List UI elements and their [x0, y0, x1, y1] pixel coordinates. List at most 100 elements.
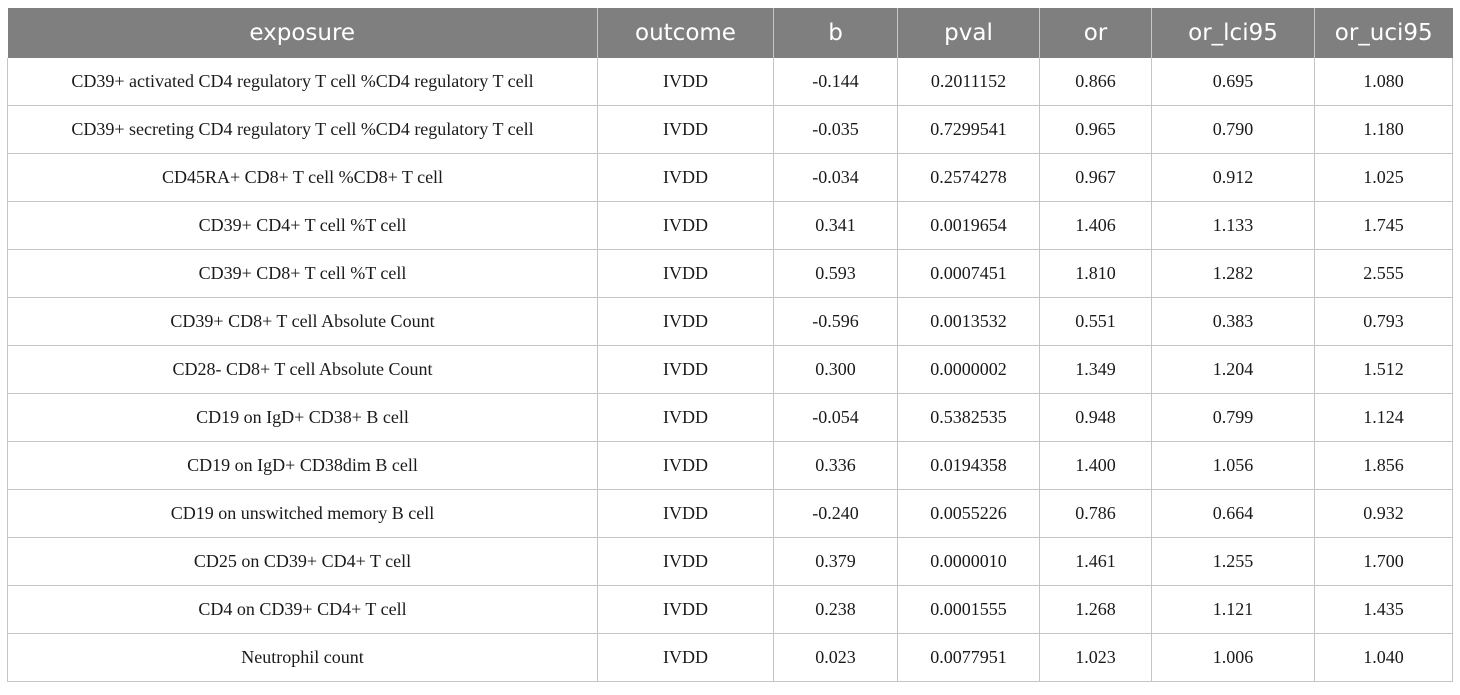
- cell-exposure: CD19 on IgD+ CD38+ B cell: [7, 393, 598, 442]
- cell-or-lci95: 1.133: [1151, 201, 1315, 250]
- cell-b: 0.238: [773, 585, 898, 634]
- column-header-pval: pval: [897, 8, 1040, 58]
- cell-or-uci95: 1.040: [1314, 633, 1453, 682]
- cell-outcome: IVDD: [597, 393, 774, 442]
- cell-pval: 0.0013532: [897, 297, 1040, 346]
- cell-pval: 0.0019654: [897, 201, 1040, 250]
- cell-or: 0.967: [1039, 153, 1152, 202]
- cell-b: 0.379: [773, 537, 898, 586]
- cell-or-uci95: 0.793: [1314, 297, 1453, 346]
- cell-exposure: CD39+ CD4+ T cell %T cell: [7, 201, 598, 250]
- cell-outcome: IVDD: [597, 201, 774, 250]
- cell-or: 1.023: [1039, 633, 1152, 682]
- cell-exposure: CD4 on CD39+ CD4+ T cell: [7, 585, 598, 634]
- cell-outcome: IVDD: [597, 297, 774, 346]
- cell-or: 0.866: [1039, 58, 1152, 106]
- cell-pval: 0.0055226: [897, 489, 1040, 538]
- cell-outcome: IVDD: [597, 105, 774, 154]
- cell-or-uci95: 0.932: [1314, 489, 1453, 538]
- cell-outcome: IVDD: [597, 249, 774, 298]
- cell-b: -0.240: [773, 489, 898, 538]
- cell-pval: 0.0194358: [897, 441, 1040, 490]
- cell-outcome: IVDD: [597, 537, 774, 586]
- table-header: exposure outcome b pval or or_lci95 or_u…: [7, 8, 1453, 58]
- cell-pval: 0.0007451: [897, 249, 1040, 298]
- cell-b: 0.300: [773, 345, 898, 394]
- cell-exposure: CD45RA+ CD8+ T cell %CD8+ T cell: [7, 153, 598, 202]
- cell-pval: 0.0001555: [897, 585, 1040, 634]
- cell-or-lci95: 0.383: [1151, 297, 1315, 346]
- cell-exposure: CD39+ activated CD4 regulatory T cell %C…: [7, 58, 598, 106]
- cell-or-uci95: 1.700: [1314, 537, 1453, 586]
- header-row: exposure outcome b pval or or_lci95 or_u…: [7, 8, 1453, 58]
- cell-outcome: IVDD: [597, 345, 774, 394]
- cell-outcome: IVDD: [597, 633, 774, 682]
- cell-or: 0.786: [1039, 489, 1152, 538]
- cell-b: -0.034: [773, 153, 898, 202]
- cell-or-uci95: 1.745: [1314, 201, 1453, 250]
- cell-or-lci95: 1.282: [1151, 249, 1315, 298]
- cell-outcome: IVDD: [597, 489, 774, 538]
- cell-b: -0.035: [773, 105, 898, 154]
- cell-outcome: IVDD: [597, 585, 774, 634]
- cell-or: 0.948: [1039, 393, 1152, 442]
- table-row: CD39+ CD4+ T cell %T cell IVDD 0.341 0.0019…: [7, 201, 1453, 250]
- cell-pval: 0.5382535: [897, 393, 1040, 442]
- cell-or-uci95: 1.435: [1314, 585, 1453, 634]
- cell-or: 0.965: [1039, 105, 1152, 154]
- cell-or: 1.810: [1039, 249, 1152, 298]
- cell-or-lci95: 0.695: [1151, 58, 1315, 106]
- table-row: CD39+ CD8+ T cell %T cell IVDD 0.593 0.0007…: [7, 249, 1453, 298]
- cell-or: 1.400: [1039, 441, 1152, 490]
- cell-pval: 0.0000010: [897, 537, 1040, 586]
- cell-exposure: Neutrophil count: [7, 633, 598, 682]
- cell-or-uci95: 1.080: [1314, 58, 1453, 106]
- cell-or-lci95: 0.912: [1151, 153, 1315, 202]
- cell-exposure: CD28- CD8+ T cell Absolute Count: [7, 345, 598, 394]
- cell-or: 1.349: [1039, 345, 1152, 394]
- table-row: CD28- CD8+ T cell Absolute Count IVDD 0.30…: [7, 345, 1453, 394]
- cell-or-uci95: 1.856: [1314, 441, 1453, 490]
- cell-outcome: IVDD: [597, 58, 774, 106]
- cell-or-lci95: 1.255: [1151, 537, 1315, 586]
- cell-outcome: IVDD: [597, 153, 774, 202]
- cell-or-lci95: 1.006: [1151, 633, 1315, 682]
- cell-b: 0.341: [773, 201, 898, 250]
- table-row: Neutrophil count IVDD 0.023 0.0077951 1.023 1…: [7, 633, 1453, 682]
- cell-b: -0.054: [773, 393, 898, 442]
- table-row: CD19 on unswitched memory B cell IVDD -0.2…: [7, 489, 1453, 538]
- cell-b: 0.023: [773, 633, 898, 682]
- results-table-container: exposure outcome b pval or or_lci95 or_u…: [7, 8, 1453, 682]
- cell-exposure: CD19 on unswitched memory B cell: [7, 489, 598, 538]
- cell-or-lci95: 1.056: [1151, 441, 1315, 490]
- cell-or-lci95: 0.664: [1151, 489, 1315, 538]
- table-body: CD39+ activated CD4 regulatory T cell %C…: [7, 58, 1453, 682]
- cell-or-lci95: 1.121: [1151, 585, 1315, 634]
- cell-pval: 0.2011152: [897, 58, 1040, 106]
- cell-or-uci95: 1.512: [1314, 345, 1453, 394]
- cell-or-uci95: 2.555: [1314, 249, 1453, 298]
- cell-pval: 0.0000002: [897, 345, 1040, 394]
- column-header-or: or: [1039, 8, 1152, 58]
- cell-outcome: IVDD: [597, 441, 774, 490]
- table-row: CD45RA+ CD8+ T cell %CD8+ T cell IVDD -0.0…: [7, 153, 1453, 202]
- table-row: CD19 on IgD+ CD38dim B cell IVDD 0.336 0.01…: [7, 441, 1453, 490]
- column-header-exposure: exposure: [7, 8, 598, 58]
- cell-exposure: CD39+ CD8+ T cell Absolute Count: [7, 297, 598, 346]
- table-row: CD19 on IgD+ CD38+ B cell IVDD -0.054 0.538…: [7, 393, 1453, 442]
- cell-or: 1.268: [1039, 585, 1152, 634]
- cell-exposure: CD39+ CD8+ T cell %T cell: [7, 249, 598, 298]
- cell-b: -0.596: [773, 297, 898, 346]
- table-row: CD39+ secreting CD4 regulatory T cell %C…: [7, 105, 1453, 154]
- table-row: CD39+ CD8+ T cell Absolute Count IVDD -0.5…: [7, 297, 1453, 346]
- column-header-or-uci95: or_uci95: [1314, 8, 1453, 58]
- cell-or: 0.551: [1039, 297, 1152, 346]
- cell-pval: 0.2574278: [897, 153, 1040, 202]
- cell-or: 1.406: [1039, 201, 1152, 250]
- cell-or: 1.461: [1039, 537, 1152, 586]
- cell-exposure: CD19 on IgD+ CD38dim B cell: [7, 441, 598, 490]
- cell-or-lci95: 0.799: [1151, 393, 1315, 442]
- table-row: CD39+ activated CD4 regulatory T cell %C…: [7, 58, 1453, 106]
- cell-exposure: CD25 on CD39+ CD4+ T cell: [7, 537, 598, 586]
- cell-or-lci95: 0.790: [1151, 105, 1315, 154]
